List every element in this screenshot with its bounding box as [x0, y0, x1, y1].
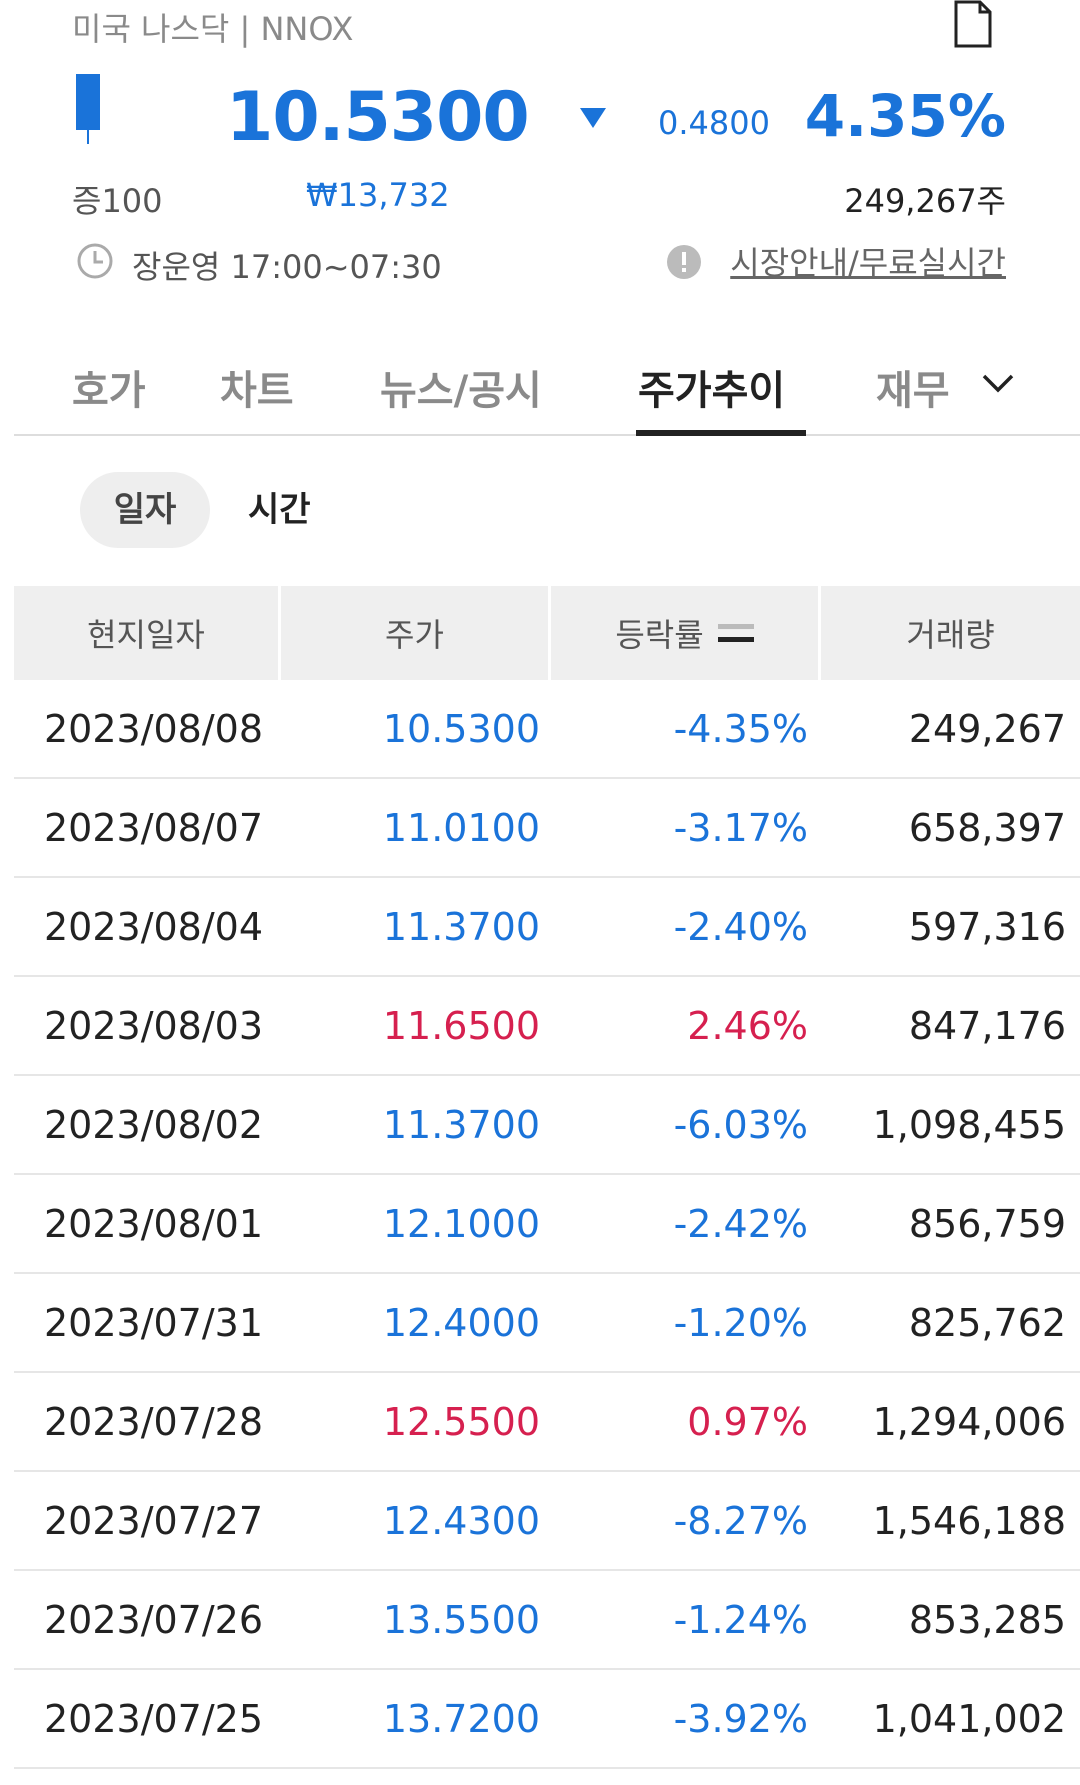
cell-price: 11.3700 [382, 1103, 540, 1147]
cell-date: 2023/08/03 [44, 1004, 264, 1048]
price-change-percent: 4.35% [804, 82, 1006, 150]
table-row[interactable]: 2023/07/31 12.4000 -1.20% 825,762 [14, 1274, 1080, 1373]
cell-price: 11.6500 [382, 1004, 540, 1048]
cell-volume: 249,267 [908, 707, 1066, 751]
table-header: 현지일자 주가 등락률 거래량 [14, 586, 1080, 680]
tab-price-trend[interactable]: 주가추이 [638, 368, 786, 414]
cell-price: 10.5300 [382, 707, 540, 751]
table-row[interactable]: 2023/08/08 10.5300 -4.35% 249,267 [14, 680, 1080, 779]
cell-volume: 597,316 [908, 905, 1066, 949]
cell-date: 2023/07/26 [44, 1598, 264, 1642]
tab-chart[interactable]: 차트 [220, 368, 294, 414]
cell-date: 2023/07/27 [44, 1499, 264, 1543]
trading-hours: 장운영 17:00~07:30 [132, 248, 442, 286]
cell-change: -2.42% [673, 1202, 808, 1246]
cell-date: 2023/07/25 [44, 1697, 264, 1741]
cell-volume: 856,759 [908, 1202, 1066, 1246]
market-info-link[interactable]: 시장안내/무료실시간 [730, 244, 1006, 282]
krw-price: ₩13,732 [306, 176, 450, 214]
cell-change: -6.03% [673, 1103, 808, 1147]
header-price: 주가 [281, 586, 551, 680]
cell-volume: 1,546,188 [872, 1499, 1066, 1543]
price-table: 2023/08/08 10.5300 -4.35% 249,267 2023/08/07… [14, 680, 1080, 1769]
cell-price: 11.3700 [382, 905, 540, 949]
table-row[interactable]: 2023/07/28 12.5500 0.97% 1,294,006 [14, 1373, 1080, 1472]
header-change[interactable]: 등락률 [551, 586, 821, 680]
cell-price: 12.4300 [382, 1499, 540, 1543]
cell-price: 12.5500 [382, 1400, 540, 1444]
cell-change: -1.20% [673, 1301, 808, 1345]
cell-volume: 1,098,455 [872, 1103, 1066, 1147]
header-date: 현지일자 [14, 586, 281, 680]
active-tab-indicator [636, 430, 806, 436]
cell-price: 13.7200 [382, 1697, 540, 1741]
document-icon[interactable] [952, 0, 994, 48]
price-change: 0.4800 [658, 104, 770, 142]
cell-change: 0.97% [687, 1400, 808, 1444]
table-row[interactable]: 2023/08/04 11.3700 -2.40% 597,316 [14, 878, 1080, 977]
down-arrow-icon [580, 108, 606, 128]
cell-date: 2023/08/08 [44, 707, 264, 751]
cell-change: -1.24% [673, 1598, 808, 1642]
cell-change: -8.27% [673, 1499, 808, 1543]
cell-date: 2023/08/07 [44, 806, 264, 850]
header-volume: 거래량 [821, 586, 1080, 680]
cell-date: 2023/07/31 [44, 1301, 264, 1345]
chevron-down-icon[interactable] [978, 370, 1018, 396]
cell-date: 2023/08/04 [44, 905, 264, 949]
table-row[interactable]: 2023/07/27 12.4300 -8.27% 1,546,188 [14, 1472, 1080, 1571]
cell-volume: 847,176 [908, 1004, 1066, 1048]
cell-volume: 1,041,002 [872, 1697, 1066, 1741]
tab-orderbook[interactable]: 호가 [72, 368, 146, 414]
trade-volume: 249,267주 [844, 182, 1006, 220]
table-row[interactable]: 2023/08/01 12.1000 -2.42% 856,759 [14, 1175, 1080, 1274]
tab-news[interactable]: 뉴스/공시 [380, 368, 542, 414]
cell-date: 2023/08/01 [44, 1202, 264, 1246]
cell-price: 12.1000 [382, 1202, 540, 1246]
cell-price: 11.0100 [382, 806, 540, 850]
cell-change: -3.17% [673, 806, 808, 850]
current-price: 10.5300 [226, 78, 530, 157]
table-row[interactable]: 2023/08/03 11.6500 2.46% 847,176 [14, 977, 1080, 1076]
cell-change: 2.46% [687, 1004, 808, 1048]
cell-volume: 658,397 [908, 806, 1066, 850]
candle-icon [76, 74, 100, 144]
info-icon [667, 245, 701, 279]
table-row[interactable]: 2023/07/25 13.7200 -3.92% 1,041,002 [14, 1670, 1080, 1769]
cell-change: -4.35% [673, 707, 808, 751]
cell-date: 2023/08/02 [44, 1103, 264, 1147]
cell-date: 2023/07/28 [44, 1400, 264, 1444]
cell-volume: 1,294,006 [872, 1400, 1066, 1444]
cell-price: 12.4000 [382, 1301, 540, 1345]
cell-volume: 853,285 [908, 1598, 1066, 1642]
market-ticker: 미국 나스닥 | NNOX [72, 10, 354, 48]
tab-bar: 호가 차트 뉴스/공시 주가추이 재무 [14, 340, 1080, 436]
table-row[interactable]: 2023/08/02 11.3700 -6.03% 1,098,455 [14, 1076, 1080, 1175]
clock-icon [77, 243, 113, 279]
tab-financials[interactable]: 재무 [876, 368, 950, 414]
cell-change: -2.40% [673, 905, 808, 949]
table-row[interactable]: 2023/07/26 13.5500 -1.24% 853,285 [14, 1571, 1080, 1670]
cell-volume: 825,762 [908, 1301, 1066, 1345]
margin-rate: 증100 [72, 182, 163, 220]
segment-time[interactable]: 시간 [248, 490, 311, 530]
sort-icon[interactable] [717, 620, 754, 646]
cell-change: -3.92% [673, 1697, 808, 1741]
table-row[interactable]: 2023/08/07 11.0100 -3.17% 658,397 [14, 779, 1080, 878]
segment-day[interactable]: 일자 [80, 472, 210, 548]
cell-price: 13.5500 [382, 1598, 540, 1642]
